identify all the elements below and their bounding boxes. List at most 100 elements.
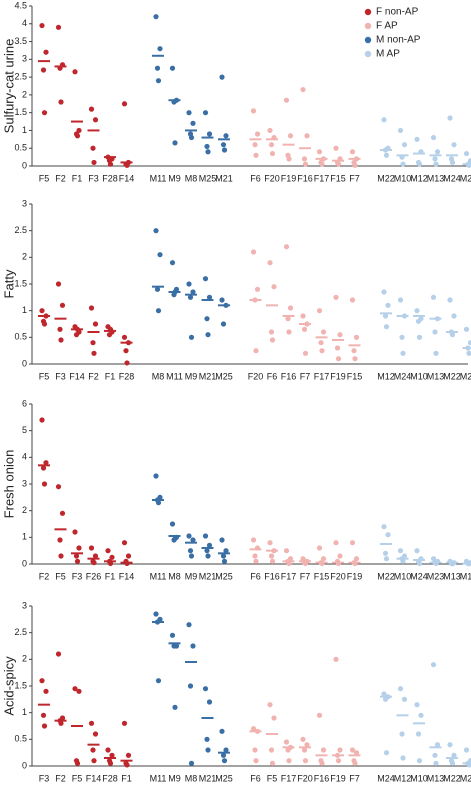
y-tick-label: 0 <box>22 558 27 568</box>
y-tick-label: 1 <box>22 707 27 717</box>
x-tick-label: M9 <box>168 173 181 183</box>
data-point <box>57 537 63 543</box>
data-point <box>268 142 275 148</box>
data-point <box>59 510 66 516</box>
data-point <box>74 558 81 564</box>
y-tick-label: 3 <box>22 198 27 208</box>
data-point <box>55 281 62 287</box>
data-point <box>466 350 471 356</box>
x-tick-label: F26 <box>86 571 102 581</box>
data-point <box>320 747 327 753</box>
data-point <box>400 161 406 167</box>
data-point <box>153 473 159 479</box>
data-point <box>333 656 339 662</box>
data-point <box>400 755 406 761</box>
data-point <box>401 142 408 148</box>
y-tick-label: 2 <box>22 654 27 664</box>
data-point <box>219 537 225 543</box>
data-point <box>252 553 258 559</box>
data-point <box>271 284 277 290</box>
x-tick-label: M11 <box>150 173 167 183</box>
data-point <box>39 308 45 314</box>
x-tick-label: F5 <box>72 773 83 783</box>
data-point <box>220 553 227 559</box>
data-point <box>169 65 176 71</box>
x-tick-label: F6 <box>250 571 261 581</box>
data-point <box>202 276 209 282</box>
y-axis-label: Fresh onion <box>1 450 16 519</box>
x-tick-label: F7 <box>300 371 311 381</box>
data-point <box>123 348 129 354</box>
data-point <box>90 340 96 346</box>
data-point <box>190 289 196 295</box>
x-tick-label: M24 <box>377 773 395 783</box>
y-tick-label: 0 <box>22 160 27 170</box>
data-point <box>381 117 387 123</box>
data-point <box>416 560 423 567</box>
data-point <box>58 553 64 559</box>
x-tick-label: M22 <box>443 773 461 783</box>
data-point <box>88 720 95 726</box>
data-point <box>430 556 437 562</box>
x-tick-label: F1 <box>72 173 83 183</box>
data-point <box>333 145 339 151</box>
data-point <box>432 156 438 162</box>
x-tick-label: M11 <box>150 773 167 783</box>
x-tick-label: M23 <box>460 773 471 783</box>
data-point <box>72 529 78 535</box>
data-point <box>385 302 391 308</box>
data-point <box>91 159 97 166</box>
y-tick-label: 1.5 <box>14 107 27 117</box>
data-point <box>335 356 342 362</box>
data-point <box>400 558 406 564</box>
x-tick-label: M12 <box>377 371 395 381</box>
data-point <box>286 758 292 764</box>
data-point <box>39 417 45 423</box>
legend-swatch <box>364 8 372 16</box>
x-tick-label: F15 <box>330 173 346 183</box>
legend-swatch <box>364 50 372 58</box>
data-point <box>401 696 408 702</box>
data-point <box>449 332 456 338</box>
data-point <box>206 699 213 705</box>
data-point <box>125 553 132 559</box>
data-point <box>92 553 99 559</box>
x-tick-label: M21 <box>199 571 217 581</box>
y-tick-label: 1.5 <box>14 278 27 288</box>
x-tick-label: F17 <box>314 173 330 183</box>
data-point <box>268 553 275 559</box>
x-tick-label: M10 <box>410 773 428 783</box>
data-point <box>434 742 441 748</box>
data-point <box>73 332 80 338</box>
data-point <box>76 688 82 694</box>
x-tick-label: F2 <box>55 173 66 183</box>
data-point <box>269 150 276 157</box>
data-point <box>333 540 339 546</box>
data-point <box>300 556 306 562</box>
data-point <box>186 622 192 628</box>
data-point <box>463 150 470 157</box>
data-point <box>74 760 81 766</box>
data-point <box>252 142 258 148</box>
data-point <box>253 558 259 564</box>
data-point <box>268 747 275 753</box>
data-point <box>451 752 457 758</box>
data-point <box>320 329 327 335</box>
x-tick-label: F14 <box>119 571 135 581</box>
data-point <box>353 750 360 756</box>
x-tick-label: F5 <box>55 571 66 581</box>
data-point <box>319 161 325 167</box>
data-point <box>121 540 128 546</box>
data-point <box>109 554 115 560</box>
x-tick-label: F28 <box>119 371 135 381</box>
x-tick-label: F1 <box>105 571 116 581</box>
x-tick-label: F16 <box>314 773 330 783</box>
x-tick-label: F19 <box>330 371 346 381</box>
y-tick-label: 1 <box>22 532 27 542</box>
data-point <box>383 152 390 158</box>
data-point <box>172 704 178 710</box>
data-point <box>430 662 437 668</box>
y-tick-label: 2.5 <box>14 225 27 235</box>
data-point <box>190 537 196 543</box>
data-point <box>41 723 48 729</box>
